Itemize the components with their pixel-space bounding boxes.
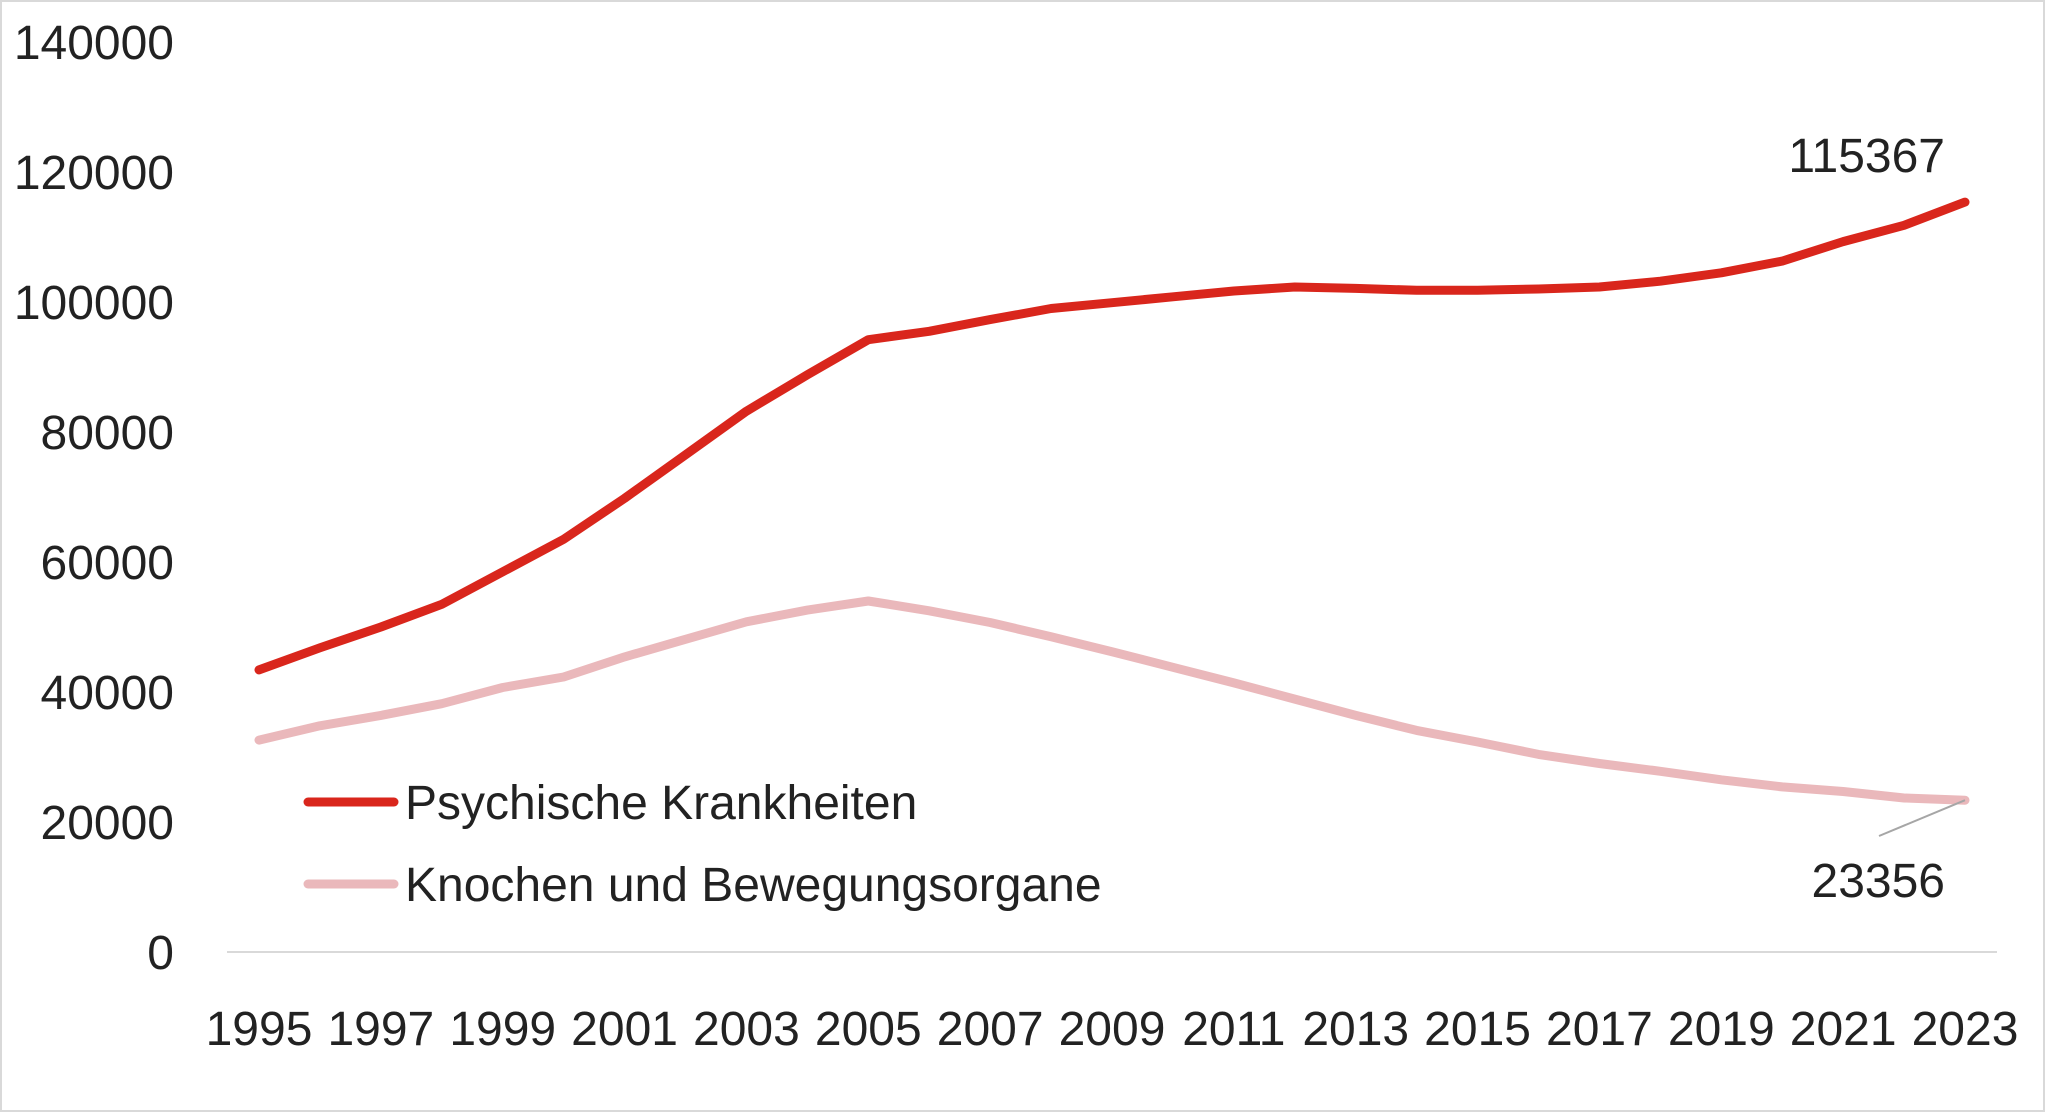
data-label-psychische: 115367 xyxy=(1788,130,1945,183)
x-tick-label: 1999 xyxy=(449,1003,556,1056)
legend-label-1: Psychische Krankheiten xyxy=(405,777,917,830)
y-tick-label: 120000 xyxy=(14,147,174,200)
x-tick-label: 2009 xyxy=(1059,1003,1166,1056)
y-tick-label: 100000 xyxy=(14,277,174,330)
x-tick-label: 2015 xyxy=(1424,1003,1531,1056)
legend-label-2: Knochen und Bewegungsorgane xyxy=(405,859,1102,912)
x-tick-label: 2001 xyxy=(571,1003,678,1056)
data-labels: 115367 23356 xyxy=(1788,130,1966,908)
y-tick-label: 20000 xyxy=(41,797,174,850)
x-tick-label: 2013 xyxy=(1302,1003,1409,1056)
x-tick-label: 1995 xyxy=(206,1003,313,1056)
x-tick-label: 2017 xyxy=(1546,1003,1653,1056)
x-tick-label: 2011 xyxy=(1182,1003,1285,1056)
series-line-2 xyxy=(254,596,1970,805)
y-tick-label: 140000 xyxy=(14,17,174,70)
y-axis-tick-labels: 0 20000 40000 60000 80000 100000 120000 140000 xyxy=(14,17,174,980)
y-tick-label: 60000 xyxy=(41,537,174,590)
series-line-1 xyxy=(254,197,1970,675)
x-axis-tick-labels: 1995 1997 1999 2001 2003 2005 2007 2009 2011 2013… xyxy=(206,1003,2019,1056)
x-tick-label: 1997 xyxy=(327,1003,434,1056)
series-lines xyxy=(254,197,1970,805)
x-tick-label: 2007 xyxy=(937,1003,1044,1056)
x-tick-label: 2019 xyxy=(1668,1003,1775,1056)
legend: Psychische Krankheiten Knochen und Bewegu… xyxy=(303,777,1102,912)
y-tick-label: 40000 xyxy=(41,667,174,720)
x-tick-label: 2005 xyxy=(815,1003,922,1056)
data-label-leader-line xyxy=(1878,799,1966,837)
y-tick-label: 80000 xyxy=(41,407,174,460)
x-tick-label: 2021 xyxy=(1790,1003,1897,1056)
x-tick-label: 2003 xyxy=(693,1003,800,1056)
x-tick-label: 2023 xyxy=(1912,1003,2019,1056)
data-label-knochen: 23356 xyxy=(1812,855,1945,908)
y-tick-label: 0 xyxy=(147,927,174,980)
